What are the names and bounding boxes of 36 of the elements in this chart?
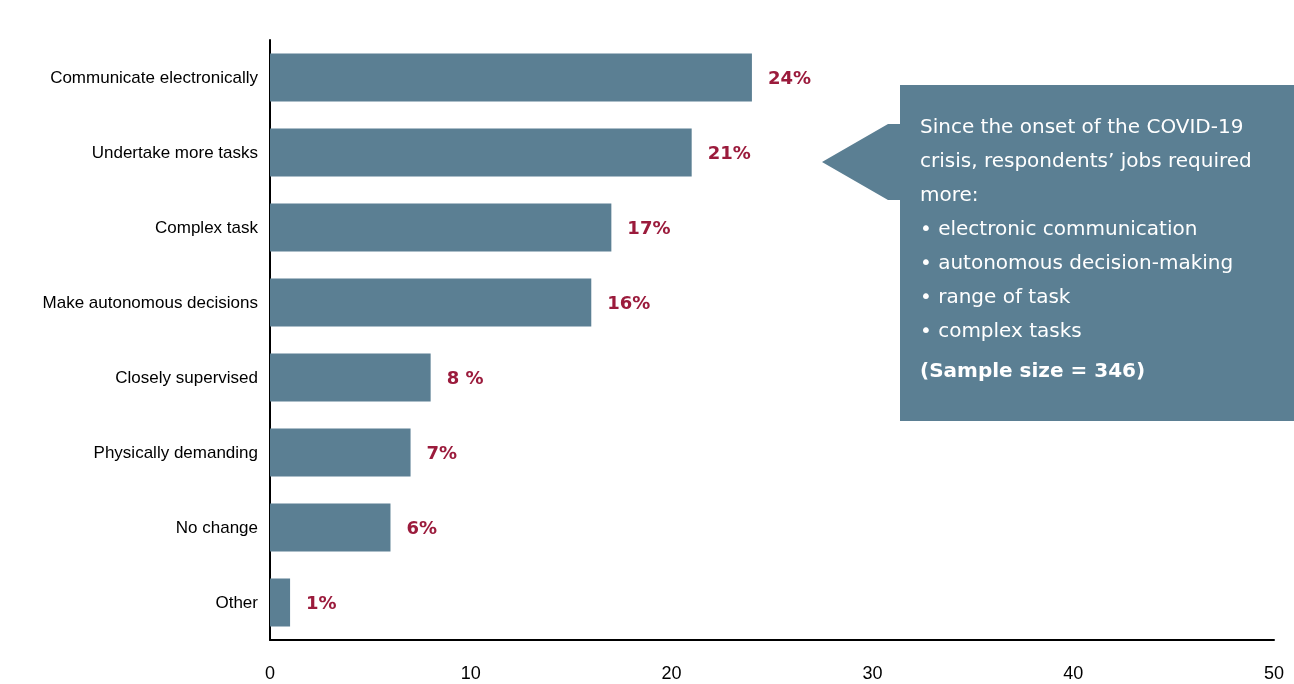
annotation: (Sample size = 346) (920, 357, 1147, 384)
data-label: 21% (707, 142, 751, 163)
y-tick-label: Complex task (155, 218, 259, 237)
x-tick-label: 30 (862, 663, 883, 683)
y-tick-label: Undertake more tasks (91, 143, 258, 162)
annotation: Since the onset of the COVID-19 crisis, respondents’ jobs required more: (920, 113, 1253, 208)
x-tick-label: 20 (661, 663, 682, 683)
x-tick-label: 0 (264, 663, 276, 683)
x-tick-label: 10 (460, 663, 481, 683)
y-tick-label: Other (215, 593, 259, 612)
bar (270, 353, 431, 402)
data-label: 24% (767, 67, 812, 88)
annotation: • electronic communication (920, 215, 1199, 242)
data-label: 16% (607, 292, 651, 313)
bar (270, 53, 752, 102)
annotation: • autonomous decision-making (920, 249, 1235, 276)
data-label: 1% (306, 592, 337, 613)
x-tick-label: 40 (1063, 663, 1084, 683)
bar (270, 428, 411, 477)
bar (270, 203, 612, 252)
bar (270, 278, 592, 327)
y-tick-label: Make autonomous decisions (42, 293, 258, 312)
bar (270, 128, 692, 177)
x-tick-label: 50 (1263, 663, 1285, 683)
data-label: 17% (627, 217, 671, 238)
bar (270, 503, 391, 552)
data-label: 8 % (446, 367, 484, 388)
data-label: 6% (406, 517, 438, 538)
y-tick-label: Physically demanding (93, 443, 258, 462)
bar (270, 578, 291, 627)
y-tick-label: No change (175, 518, 258, 537)
y-tick-label: Communicate electronically (50, 68, 259, 87)
y-tick-label: Closely supervised (115, 368, 258, 387)
data-label: 7% (426, 442, 458, 463)
annotation: • complex tasks (920, 317, 1083, 344)
annotation: • range of task (920, 283, 1072, 310)
